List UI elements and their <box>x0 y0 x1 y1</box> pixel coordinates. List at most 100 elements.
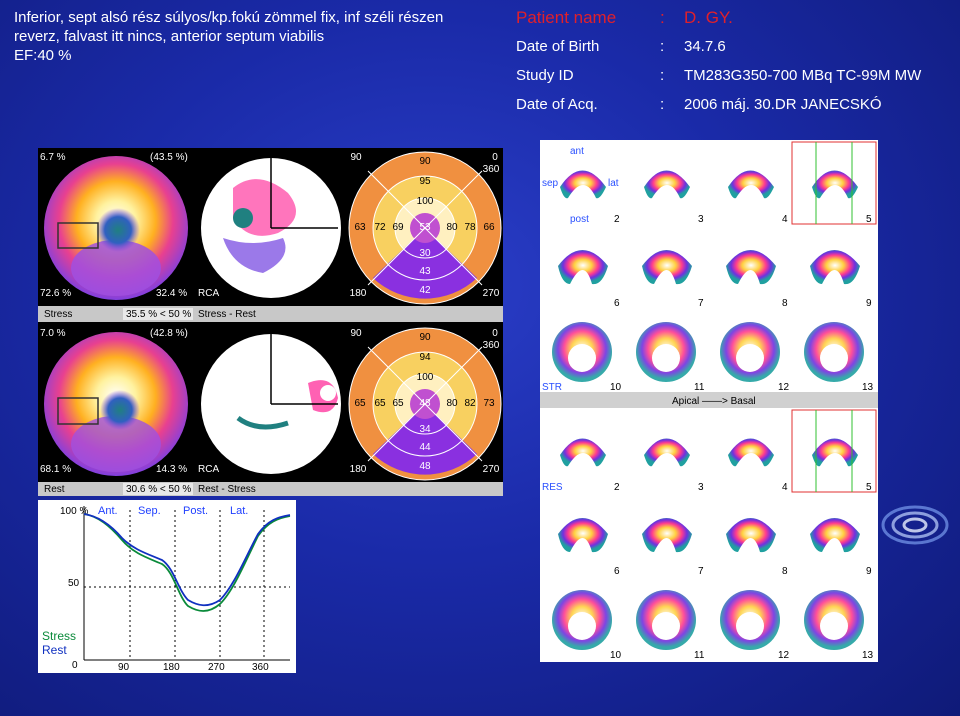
rest-slice-12: 12 <box>778 650 790 661</box>
stress-tr-pct: (43.5 %) <box>150 152 188 163</box>
stress-val-r3: 100 <box>417 196 434 207</box>
stress-val-r-1: 80 <box>446 222 458 233</box>
rest-slice-8: 8 <box>782 566 788 577</box>
label-ant: ant <box>570 146 584 157</box>
study-id-value: TM283G350-700 MBq TC-99M MW <box>684 67 922 84</box>
profile-chart: 100 % 50 0 90 180 270 360 Ant. Sep. Post… <box>38 500 296 673</box>
stress-val-center: 53 <box>419 222 431 233</box>
stress-rca: RCA <box>198 288 219 299</box>
stress-br-pct: 32.4 % <box>156 288 187 299</box>
chart-label-sep: Sep. <box>138 505 161 517</box>
stress-slice-9: 9 <box>866 298 872 309</box>
stress-lcx: LCX <box>321 278 341 289</box>
rest-val-l1: 65 <box>354 398 366 409</box>
stress-defect-map: LAD RCA LCX <box>195 148 345 306</box>
rest-slice-13: 13 <box>862 650 874 661</box>
chart-x180: 180 <box>163 662 180 673</box>
rest-seg-360: 360 <box>483 340 500 351</box>
rest-slice-11: 11 <box>694 650 705 661</box>
rest-val-r2: 94 <box>419 352 431 363</box>
stress-seg-360: 360 <box>483 164 500 175</box>
patient-name-sep: : <box>660 8 665 27</box>
rest-rca: RCA <box>198 464 219 475</box>
stress-slice-3: 3 <box>698 214 704 225</box>
rest-val-l2: 65 <box>374 398 386 409</box>
rest-seg-180: 180 <box>350 464 367 475</box>
rest-seg-0: 0 <box>492 328 498 339</box>
chart-x360: 360 <box>252 662 269 673</box>
rest-val-r3: 100 <box>417 372 434 383</box>
stress-footer-mid: 35.5 % < 50 % <box>126 309 191 320</box>
rest-val-r-1: 80 <box>446 398 458 409</box>
polar-maps-panel: 6.7 % (43.5 %) 72.6 % 32.4 % LAD RCA LCX <box>38 148 503 496</box>
chart-label-ant: Ant. <box>98 505 118 517</box>
patient-info: Patient name : D. GY. Date of Birth : 34… <box>516 8 956 120</box>
stress-seg-90: 90 <box>350 152 362 163</box>
legend-rest: Rest <box>42 643 67 657</box>
slices-svg: ant sep lat post 2 3 4 5 6 7 8 9 <box>540 141 878 661</box>
description-line-1: Inferior, sept alsó rész súlyos/kp.fokú … <box>14 9 444 26</box>
rest-footer-mid: 30.6 % < 50 % <box>126 484 191 495</box>
rest-lad: LAD <box>198 328 217 339</box>
rest-val-b2: 44 <box>419 442 431 453</box>
stress-val-b1: 30 <box>419 248 431 259</box>
stress-val-r-3: 66 <box>483 222 495 233</box>
stress-curve <box>83 513 291 612</box>
label-lat: lat <box>608 178 619 189</box>
stress-val-r1: 90 <box>419 156 431 167</box>
rest-lcx: LCX <box>321 454 341 465</box>
acq-date-value: 2006 máj. 30.DR JANECSKÓ <box>684 96 882 113</box>
stress-slice-11: 11 <box>694 382 705 393</box>
stress-slice-5: 5 <box>866 214 872 225</box>
stress-slice-12: 12 <box>778 382 790 393</box>
legend-stress: Stress <box>42 629 76 643</box>
stress-slice-6: 6 <box>614 298 620 309</box>
rest-slice-5: 5 <box>866 482 872 493</box>
rest-bl-pct: 68.1 % <box>40 464 71 475</box>
stress-footer: Stress 35.5 % < 50 % Stress - Rest <box>38 306 503 322</box>
rest-val-center: 48 <box>419 398 431 409</box>
stress-slice-8: 8 <box>782 298 788 309</box>
stress-slice-2: 2 <box>614 214 620 225</box>
description-line-2: reverz, falvast itt nincs, anterior sept… <box>14 28 325 45</box>
label-res: RES <box>542 482 563 493</box>
rest-seg-270: 270 <box>483 464 500 475</box>
rest-footer: Rest 30.6 % < 50 % Rest - Stress <box>38 482 503 496</box>
patient-name-value: D. GY. <box>684 8 733 27</box>
rest-footer-right: Rest - Stress <box>198 484 256 495</box>
dob-value: 34.7.6 <box>684 38 726 55</box>
stress-bullseye: 6.7 % (43.5 %) 72.6 % 32.4 % <box>38 148 193 306</box>
rest-seg-90: 90 <box>350 328 362 339</box>
label-sep: sep <box>542 178 559 189</box>
chart-label-lat: Lat. <box>230 505 248 517</box>
rest-val-b3: 48 <box>419 461 431 472</box>
chart-x270: 270 <box>208 662 225 673</box>
chart-y0: 0 <box>72 660 78 671</box>
rest-curve <box>83 513 291 607</box>
description-line-3: EF:40 % <box>14 47 72 64</box>
chart-label-post: Post. <box>183 505 208 517</box>
stress-slice-10: 10 <box>610 382 622 393</box>
polar-maps-svg: 6.7 % (43.5 %) 72.6 % 32.4 % LAD RCA LCX <box>38 148 503 496</box>
ripple-svg <box>881 505 949 545</box>
rest-bullseye: 7.0 % (42.8 %) 68.1 % 14.3 % <box>38 324 193 482</box>
stress-segment-map: 90 0 360 180 270 90 95 100 63 72 69 53 8… <box>346 148 503 306</box>
stress-seg-180: 180 <box>350 288 367 299</box>
rest-tl-pct: 7.0 % <box>40 328 66 339</box>
stress-val-b3: 42 <box>419 285 431 296</box>
stress-seg-0: 0 <box>492 152 498 163</box>
divider-bar: Apical ——> Basal <box>540 392 878 408</box>
study-id-label: Study ID <box>516 67 574 84</box>
chart-y100: 100 % <box>60 506 88 517</box>
stress-val-r2: 95 <box>419 176 431 187</box>
rest-slice-9: 9 <box>866 566 872 577</box>
rest-val-r1: 90 <box>419 332 431 343</box>
dob-label: Date of Birth <box>516 38 600 55</box>
divider-label: Apical ——> Basal <box>672 396 756 407</box>
chart-x90: 90 <box>118 662 130 673</box>
stress-footer-left: Stress <box>44 309 72 320</box>
stress-slice-4: 4 <box>782 214 788 225</box>
rest-slices: RES 2 3 4 5 6 7 8 9 <box>542 409 877 661</box>
stress-val-r-2: 78 <box>464 222 476 233</box>
rest-segment-map: 90 0 360 180 270 90 94 100 65 65 65 48 8… <box>346 324 503 482</box>
